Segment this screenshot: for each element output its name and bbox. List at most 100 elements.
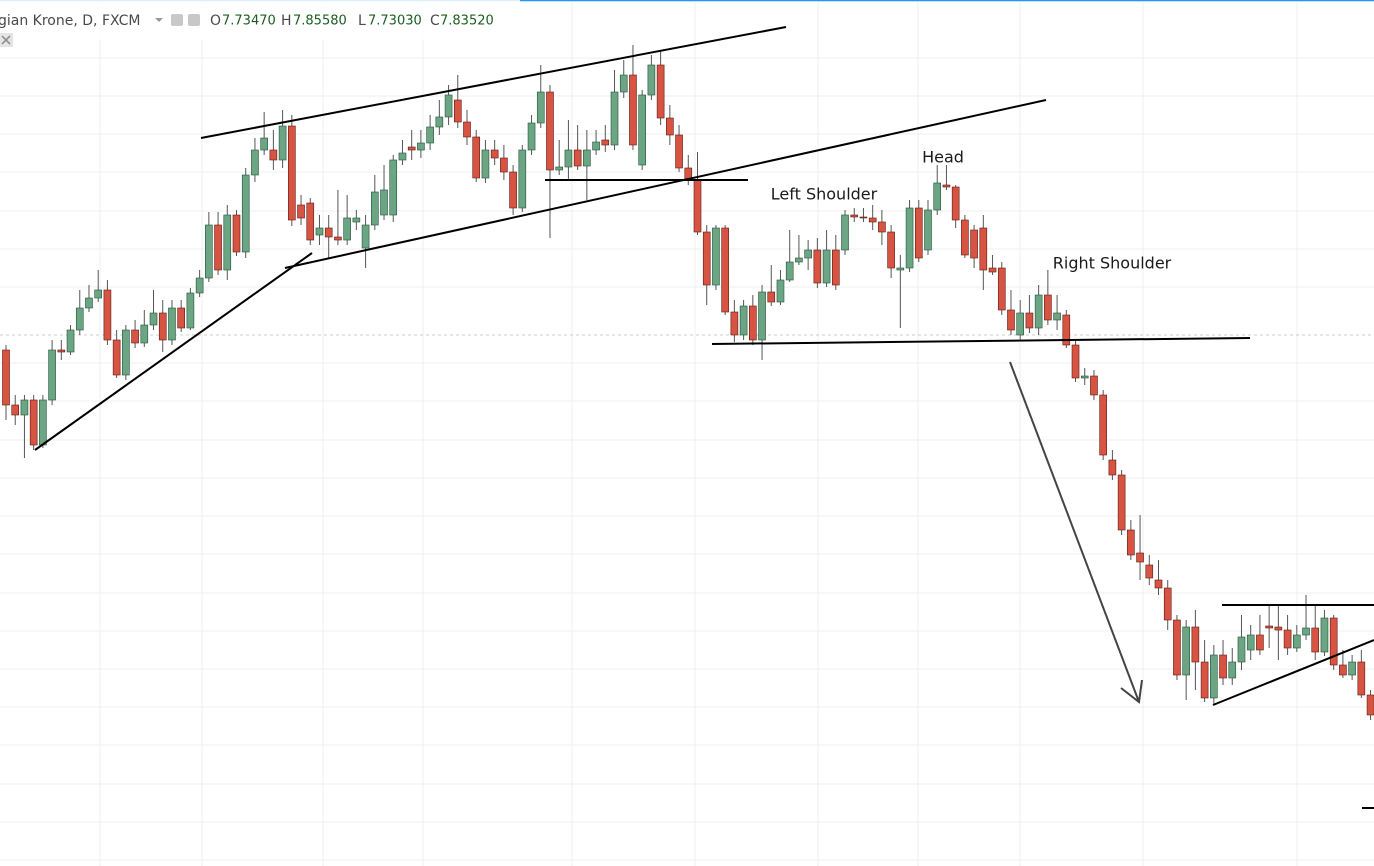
candle-body xyxy=(343,217,351,241)
candle-body xyxy=(730,311,739,336)
candle-body xyxy=(1348,661,1356,676)
candle-body xyxy=(831,249,840,286)
candle-body xyxy=(241,174,250,253)
candle-body xyxy=(536,91,545,124)
candle-body xyxy=(1191,626,1200,663)
candle-body xyxy=(583,149,591,167)
candle-body xyxy=(1090,375,1098,396)
candle-body xyxy=(251,149,259,176)
candle-body xyxy=(435,116,444,128)
candle-body xyxy=(453,99,462,123)
candle-body xyxy=(1302,627,1310,636)
candle-body xyxy=(1034,294,1043,329)
candle-body xyxy=(795,257,803,263)
candle-body xyxy=(924,209,932,251)
annotation: Head xyxy=(922,148,964,167)
candle-body xyxy=(48,349,56,401)
candle-body xyxy=(961,219,969,256)
candle-body xyxy=(407,146,416,151)
candle-body xyxy=(177,307,185,329)
candle-body xyxy=(205,224,213,279)
dropdown[interactable] xyxy=(155,18,163,22)
candle-body xyxy=(979,227,988,271)
candle-body xyxy=(509,171,517,209)
annotation: Right Shoulder xyxy=(1053,254,1172,273)
candle-body xyxy=(1228,661,1237,679)
candle-body xyxy=(444,94,453,118)
candle-body xyxy=(361,224,370,249)
candle-body xyxy=(1062,314,1071,346)
header-bg xyxy=(0,0,520,40)
candle-body xyxy=(859,216,868,219)
candle-body xyxy=(500,157,508,173)
candle-body xyxy=(2,349,10,406)
candle-body xyxy=(39,399,47,446)
candle-body xyxy=(1293,634,1301,649)
candle-body xyxy=(1136,552,1144,563)
arrow xyxy=(1009,361,1143,704)
candle-body xyxy=(878,221,886,233)
ohlc: O 7.73470 H 7.85580 L 7.73030 C 7.83520 xyxy=(210,13,494,29)
candle-body xyxy=(75,307,84,331)
candles xyxy=(2,45,1374,720)
ohlc-label: H xyxy=(281,13,292,29)
candle-body xyxy=(352,217,361,223)
ohlc-label: O xyxy=(210,13,221,29)
candle-body xyxy=(776,279,785,303)
candle-body xyxy=(785,261,794,281)
candle-body xyxy=(370,191,379,226)
candle-body xyxy=(1274,626,1283,631)
candle-body xyxy=(629,74,637,146)
candle-body xyxy=(20,399,29,416)
candle-body xyxy=(112,339,121,376)
candle-body xyxy=(1200,661,1209,699)
candle-body xyxy=(749,305,757,341)
symbol[interactable]: gian Krone, D, FXCM xyxy=(0,13,140,29)
candle-body xyxy=(1007,309,1015,331)
candle-body xyxy=(758,291,766,341)
ohlc-value: 7.85580 xyxy=(293,14,347,29)
candle-body xyxy=(1246,634,1255,651)
candle-body xyxy=(988,267,997,273)
candle-body xyxy=(518,149,527,209)
candle-body xyxy=(592,141,600,151)
candle-body xyxy=(278,125,287,161)
settings-icon[interactable] xyxy=(188,14,200,26)
candle-body xyxy=(914,207,923,259)
candle-body xyxy=(666,117,674,136)
candle-body xyxy=(472,136,481,179)
candle-body xyxy=(149,312,158,326)
candle-body xyxy=(11,404,20,416)
close-button[interactable] xyxy=(0,33,13,47)
candle-body xyxy=(564,149,573,168)
candle-body xyxy=(85,297,93,309)
candle-body xyxy=(822,249,831,284)
annotation: Left Shoulder xyxy=(771,185,878,204)
candle-body xyxy=(619,74,628,93)
candle-body xyxy=(1283,629,1292,649)
candle-body xyxy=(463,121,471,138)
ohlc-label: C xyxy=(430,13,440,29)
candle-body xyxy=(1117,474,1126,531)
candle-body xyxy=(527,122,536,151)
candle-body xyxy=(767,291,776,303)
eye-icon[interactable] xyxy=(171,14,183,26)
candle-body xyxy=(1080,375,1089,379)
candle-body xyxy=(951,186,960,221)
candle-body xyxy=(214,224,222,271)
candle-body xyxy=(168,307,176,341)
candle-body xyxy=(712,227,720,286)
candle-body xyxy=(1311,627,1320,653)
candle-body xyxy=(57,349,66,353)
candle-body xyxy=(1329,617,1338,666)
candle-body xyxy=(131,329,139,344)
candle-body xyxy=(1154,579,1163,589)
candle-body xyxy=(260,137,268,151)
candle-body xyxy=(1320,617,1329,653)
candle-body xyxy=(896,267,905,271)
candle-body xyxy=(1357,661,1366,696)
candle-body xyxy=(675,134,683,169)
candle-body xyxy=(997,267,1006,311)
candle-body xyxy=(94,289,102,299)
candle-body xyxy=(1265,625,1273,629)
